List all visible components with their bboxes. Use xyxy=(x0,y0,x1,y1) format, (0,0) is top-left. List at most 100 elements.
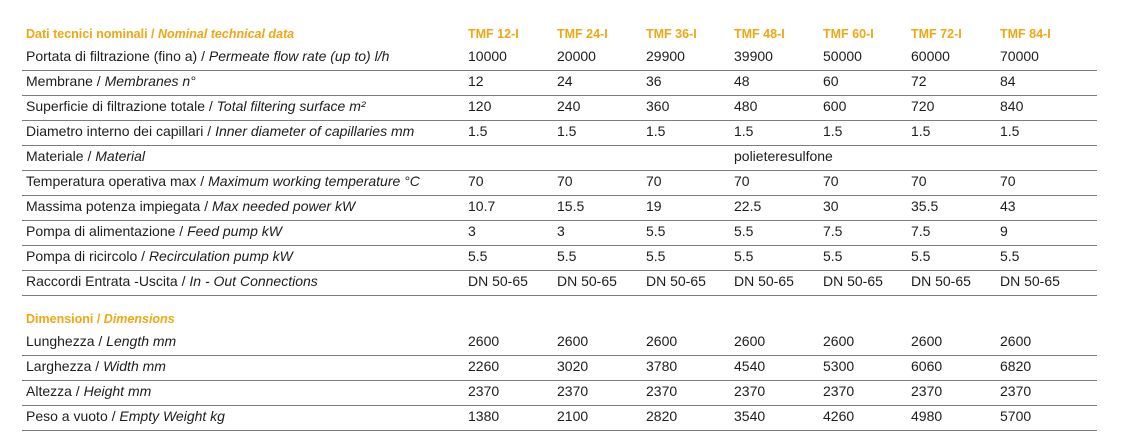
row-label: Lunghezza / Length mm xyxy=(26,333,176,349)
table-cell: 50000 xyxy=(823,48,862,64)
table-cell: DN 50-65 xyxy=(823,273,883,289)
table-cell: 20000 xyxy=(557,48,596,64)
table-cell: 35.5 xyxy=(911,198,939,214)
row-label: Massima potenza impiegata / Max needed p… xyxy=(26,198,355,214)
model-header: TMF 84-I xyxy=(1000,27,1051,41)
table-cell: 3780 xyxy=(646,358,678,374)
table-cell: 43 xyxy=(1000,198,1016,214)
table-cell: 720 xyxy=(911,98,935,114)
table-cell: 70 xyxy=(557,173,573,189)
row-label-english: Recirculation pump kW xyxy=(148,248,293,264)
row-label-italian: Portata di filtrazione (fino a) / xyxy=(26,48,209,64)
table-cell: 1.5 xyxy=(1000,123,1020,139)
row-label-english: Max needed power kW xyxy=(211,198,356,214)
table-cell: 2370 xyxy=(1000,383,1032,399)
technical-data-header-row: Dati tecnici nominali / Nominal technica… xyxy=(22,25,1097,45)
table-cell: 2370 xyxy=(468,383,500,399)
table-row: Diametro interno dei capillari / Inner d… xyxy=(22,120,1097,146)
table-row: Superficie di filtrazione totale / Total… xyxy=(22,95,1097,121)
row-label-italian: Raccordi Entrata -Uscita / xyxy=(26,273,190,289)
row-label-english: Maximum working temperature °C xyxy=(208,173,420,189)
table-cell: 1.5 xyxy=(468,123,488,139)
table-cell: 70 xyxy=(646,173,662,189)
row-label: Altezza / Height mm xyxy=(26,383,151,399)
table-cell: DN 50-65 xyxy=(911,273,971,289)
table-cell: 60000 xyxy=(911,48,950,64)
table-row: Membrane / Membranes n° 12 24 36 48 60 72 84 xyxy=(22,70,1097,96)
row-label-italian: Diametro interno dei capillari / xyxy=(26,123,216,139)
table-cell: 6060 xyxy=(911,358,943,374)
table-cell: 70 xyxy=(468,173,484,189)
row-label: Pompa di alimentazione / Feed pump kW xyxy=(26,223,282,239)
model-header: TMF 36-I xyxy=(646,27,697,41)
table-cell: 70 xyxy=(823,173,839,189)
table-cell: DN 50-65 xyxy=(734,273,794,289)
table-cell: DN 50-65 xyxy=(557,273,617,289)
row-label-italian: Superficie di filtrazione totale / xyxy=(26,98,217,114)
row-label: Raccordi Entrata -Uscita / In - Out Conn… xyxy=(26,273,318,289)
table-cell: 30 xyxy=(823,198,839,214)
table-cell: 70 xyxy=(734,173,750,189)
table-cell: 4540 xyxy=(734,358,766,374)
table-cell: 2370 xyxy=(911,383,943,399)
table-cell: 1380 xyxy=(468,408,500,424)
table-row: Raccordi Entrata -Uscita / In - Out Conn… xyxy=(22,270,1097,296)
table-cell: 29900 xyxy=(646,48,685,64)
table-cell: 1.5 xyxy=(911,123,931,139)
row-label: Membrane / Membranes n° xyxy=(26,73,196,89)
model-header: TMF 12-I xyxy=(468,27,519,41)
table-cell: 1.5 xyxy=(823,123,843,139)
table-cell: 1.5 xyxy=(646,123,666,139)
row-label-italian: Lunghezza / xyxy=(26,333,107,349)
table-cell: 12 xyxy=(468,73,484,89)
model-header: TMF 48-I xyxy=(734,27,785,41)
table-cell: 10000 xyxy=(468,48,507,64)
row-label: Peso a vuoto / Empty Weight kg xyxy=(26,408,225,424)
table-row: Portata di filtrazione (fino a) / Permea… xyxy=(22,45,1097,71)
dimensions-header-row: Dimensioni / Dimensions xyxy=(22,310,1097,330)
table-cell: 84 xyxy=(1000,73,1016,89)
table-cell: 840 xyxy=(1000,98,1024,114)
table-row: Altezza / Height mm 2370 2370 2370 2370 2370 2… xyxy=(22,380,1097,406)
table-row: Pompa di alimentazione / Feed pump kW 3 3 5… xyxy=(22,220,1097,246)
row-label-italian: Pompa di ricircolo / xyxy=(26,248,149,264)
row-label: Pompa di ricircolo / Recirculation pump … xyxy=(26,248,293,264)
table-cell: 7.5 xyxy=(911,223,931,239)
table-cell: 22.5 xyxy=(734,198,762,214)
table-row: Pompa di ricircolo / Recirculation pump … xyxy=(22,245,1097,271)
row-label-italian: Larghezza / xyxy=(26,358,104,374)
row-label-english: Membranes n° xyxy=(104,73,196,89)
table-cell: 1.5 xyxy=(557,123,577,139)
table-row: Lunghezza / Length mm 2600 2600 2600 2600 260… xyxy=(22,330,1097,356)
table-cell: 15.5 xyxy=(557,198,585,214)
model-header: TMF 60-I xyxy=(823,27,874,41)
row-label-english: Feed pump kW xyxy=(187,223,283,239)
table-cell: 600 xyxy=(823,98,847,114)
row-label-italian: Peso a vuoto / xyxy=(26,408,120,424)
row-label: Temperatura operativa max / Maximum work… xyxy=(26,173,420,189)
table-cell: 10.7 xyxy=(468,198,496,214)
row-label-italian: Altezza / xyxy=(26,383,84,399)
row-label: Superficie di filtrazione totale / Total… xyxy=(26,98,366,114)
table-cell: 1.5 xyxy=(734,123,754,139)
table-cell: 5.5 xyxy=(823,248,843,264)
table-cell: 2600 xyxy=(468,333,500,349)
table-cell: 5300 xyxy=(823,358,855,374)
table-cell: 48 xyxy=(734,73,750,89)
row-label-english: Total filtering surface m² xyxy=(216,98,366,114)
table-cell: 3 xyxy=(468,223,476,239)
table-cell: 2600 xyxy=(823,333,855,349)
row-label: Portata di filtrazione (fino a) / Permea… xyxy=(26,48,389,64)
row-label: Diametro interno dei capillari / Inner d… xyxy=(26,123,414,139)
table-cell: 4980 xyxy=(911,408,943,424)
table-cell: 2600 xyxy=(911,333,943,349)
table-cell: 2600 xyxy=(734,333,766,349)
table-cell: 36 xyxy=(646,73,662,89)
table-cell: 70 xyxy=(1000,173,1016,189)
table-cell: 60 xyxy=(823,73,839,89)
table-cell: 5.5 xyxy=(1000,248,1020,264)
technical-data-heading: Dati tecnici nominali / Nominal technica… xyxy=(26,27,295,41)
table-row: Massima potenza impiegata / Max needed p… xyxy=(22,195,1097,221)
table-cell: 360 xyxy=(646,98,670,114)
table-cell: 3020 xyxy=(557,358,589,374)
